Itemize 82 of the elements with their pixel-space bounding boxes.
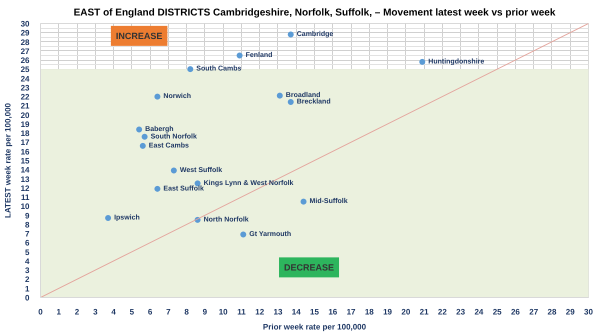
point	[187, 66, 194, 72]
y-tick-label: 27	[20, 46, 30, 56]
point	[136, 126, 142, 132]
y-tick-label: 12	[20, 184, 30, 193]
y-axis-title: LATEST week rate per 100,000	[4, 102, 13, 218]
x-tick-label: 5	[130, 308, 135, 316]
point	[142, 134, 148, 140]
y-tick-label: 20	[20, 110, 30, 120]
annotation: DECREASE	[284, 262, 334, 272]
x-tick-label: 6	[148, 308, 153, 316]
point	[288, 31, 294, 38]
point	[240, 231, 246, 238]
point	[105, 215, 112, 222]
point	[276, 92, 283, 99]
x-tick-label: 16	[328, 308, 338, 316]
y-tick-label: 18	[20, 129, 30, 138]
y-tick-label: 28	[20, 38, 30, 47]
y-tick-label: 2	[25, 275, 30, 284]
x-tick-label: 27	[529, 308, 539, 316]
x-tick-label: 26	[510, 308, 520, 316]
point	[154, 186, 160, 192]
x-tick-label: 17	[346, 308, 356, 316]
y-tick-label: 1	[25, 284, 30, 294]
y-tick-label: 29	[20, 28, 30, 38]
point	[170, 168, 177, 174]
x-tick-label: 20	[401, 308, 411, 316]
y-tick-label: 23	[20, 83, 30, 92]
y-tick-label: 25	[20, 65, 30, 74]
x-tick-label: 8	[184, 308, 190, 316]
y-tick-label: 0	[25, 294, 30, 302]
x-tick-label: 14	[292, 308, 302, 316]
x-tick-label: 23	[456, 308, 466, 316]
x-tick-label: 1	[56, 308, 62, 316]
y-tick-label: 14	[20, 166, 30, 175]
y-tick-label: 6	[25, 238, 30, 248]
y-tick-label: 24	[20, 74, 30, 84]
x-tick-label: 24	[474, 308, 484, 316]
x-tick-label: 7	[166, 308, 172, 316]
x-tick-label: 29	[566, 308, 576, 316]
chart-title: EAST of England DISTRICTS Cambridgeshire, Norfolk, Suffolk, – Movement latest week vs prior week	[74, 8, 556, 18]
y-tick-label: 4	[25, 256, 30, 266]
x-tick-label: 9	[202, 308, 208, 316]
y-tick-label: 26	[20, 56, 30, 66]
y-tick-label: 21	[20, 102, 30, 111]
point	[419, 58, 426, 65]
x-tick-label: 13	[274, 308, 283, 316]
point	[288, 99, 294, 106]
x-tick-label: 18	[364, 308, 374, 316]
x-tick-label: 4	[111, 308, 116, 316]
x-tick-label: 30	[584, 308, 594, 316]
point	[236, 52, 243, 58]
y-tick-label: 10	[20, 202, 30, 212]
y-tick-label: 15	[20, 156, 30, 166]
x-tick-label: 15	[310, 308, 320, 316]
y-tick-label: 9	[25, 211, 30, 220]
x-tick-label: 11	[237, 308, 246, 316]
y-tick-label: 3	[25, 266, 30, 276]
x-axis-title: Prior week rate per 100,000	[262, 322, 367, 332]
point	[154, 94, 160, 100]
x-tick-label: 12	[255, 308, 265, 316]
point	[140, 142, 146, 149]
x-tick-label: 19	[383, 308, 393, 316]
y-tick-label: 5	[25, 248, 30, 257]
y-tick-label: 8	[25, 220, 30, 230]
y-tick-label: 13	[20, 174, 30, 184]
y-tick-label: 11	[21, 193, 30, 202]
x-tick-label: 10	[218, 308, 228, 316]
y-tick-label: 22	[20, 92, 30, 102]
annotation: INCREASE	[116, 30, 162, 41]
x-tick-label: 28	[548, 308, 557, 316]
y-tick-label: 16	[20, 147, 30, 156]
y-tick-label: 17	[20, 138, 30, 148]
x-tick-label: 2	[74, 308, 80, 316]
x-tick-label: 3	[93, 308, 98, 316]
x-tick-label: 21	[420, 308, 430, 316]
y-tick-label: 30	[20, 20, 30, 28]
x-tick-label: 22	[438, 308, 448, 316]
y-tick-label: 19	[20, 120, 30, 129]
point	[300, 198, 307, 205]
x-tick-label: 0	[38, 308, 44, 316]
y-tick-label: 7	[25, 230, 30, 239]
x-tick-label: 25	[492, 308, 502, 316]
